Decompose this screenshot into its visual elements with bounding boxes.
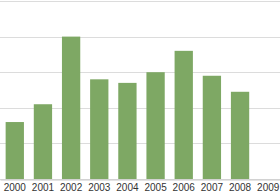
x-tick: 2001 bbox=[32, 180, 55, 193]
x-tick-label: 2002 bbox=[60, 182, 83, 193]
bar bbox=[6, 122, 24, 179]
grid bbox=[0, 2, 280, 180]
x-tick: 2007 bbox=[201, 180, 224, 193]
x-tick-label: 2006 bbox=[173, 182, 196, 193]
bar bbox=[231, 92, 249, 179]
x-tick-label: 2009 bbox=[257, 182, 280, 193]
x-axis: 2000 2001 2002 2003 2004 2005 2006 2007 2008 2009 bbox=[1, 180, 280, 193]
x-tick: 2005 bbox=[144, 180, 167, 193]
bar bbox=[175, 51, 193, 179]
grid-line bbox=[0, 37, 280, 38]
x-tick: 2006 bbox=[173, 180, 196, 193]
x-tick-label: 2007 bbox=[201, 182, 224, 193]
chart: 2000 2001 2002 2003 2004 2005 2006 2007 2008 2009 bbox=[0, 0, 280, 195]
x-tick-label: 2001 bbox=[32, 182, 55, 193]
x-tick: 2009 bbox=[257, 180, 280, 193]
x-tick: 2008 bbox=[229, 180, 252, 193]
bar bbox=[118, 83, 136, 179]
bar bbox=[146, 72, 164, 179]
x-tick-label: 2004 bbox=[116, 182, 139, 193]
x-tick-label: 2005 bbox=[144, 182, 167, 193]
x-tick-label: 2000 bbox=[4, 182, 27, 193]
grid-line bbox=[0, 1, 280, 2]
x-tick: 2000 bbox=[4, 180, 27, 193]
grid-line bbox=[0, 72, 280, 73]
x-tick: 2002 bbox=[60, 180, 83, 193]
x-tick: 2004 bbox=[116, 180, 139, 193]
bars bbox=[6, 37, 250, 179]
bar bbox=[203, 76, 221, 179]
bar bbox=[34, 104, 52, 179]
x-tick-label: 2008 bbox=[229, 182, 252, 193]
x-tick-label: 2003 bbox=[88, 182, 111, 193]
bar bbox=[62, 37, 80, 179]
bar bbox=[90, 79, 108, 179]
x-axis-line bbox=[1, 180, 280, 181]
x-tick: 2003 bbox=[88, 180, 111, 193]
